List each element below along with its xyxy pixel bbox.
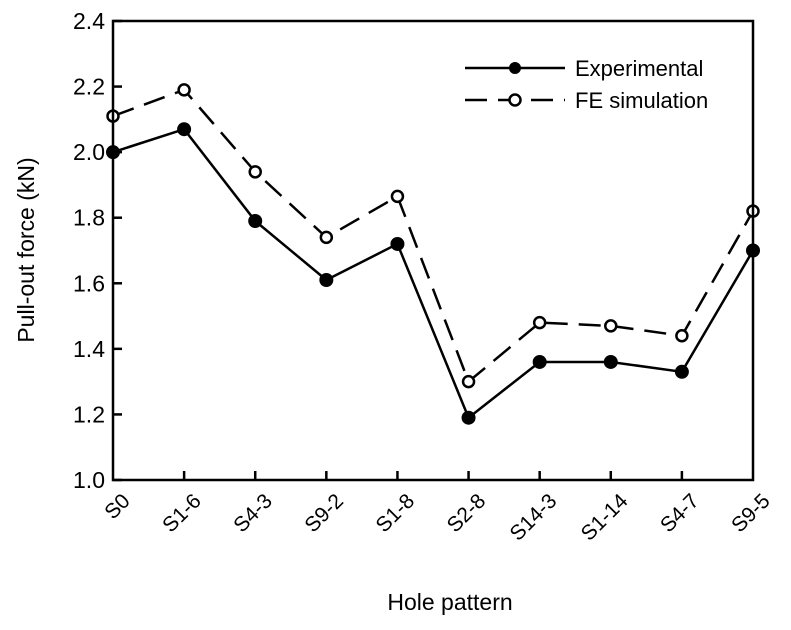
- experimental-point: [461, 410, 476, 425]
- y-tick-label: 2.2: [73, 74, 105, 100]
- experimental-point: [603, 354, 618, 369]
- x-tick-label: S1-14: [577, 489, 633, 545]
- legend-label-fe: FE simulation: [575, 88, 708, 113]
- x-tick-label: S9-5: [727, 489, 775, 537]
- legend: Experimental FE simulation: [465, 56, 708, 113]
- y-tick-label: 1.6: [73, 270, 105, 296]
- y-tick-label: 1.8: [73, 205, 105, 231]
- fe-simulation-point: [390, 189, 405, 204]
- fe-simulation-point: [675, 328, 689, 343]
- x-axis-label: Hole pattern: [387, 589, 512, 615]
- fe-simulation-point: [604, 319, 618, 333]
- y-tick-label: 1.0: [73, 467, 105, 493]
- experimental-point: [248, 213, 263, 228]
- fe-simulation-point: [461, 374, 476, 389]
- x-tick-label: S0: [100, 489, 134, 523]
- x-tick-label: S4-3: [229, 489, 277, 537]
- series-line-experimental: [112, 127, 755, 420]
- x-tick-label: S4-7: [656, 489, 704, 537]
- plot-frame: [111, 19, 755, 482]
- y-tick-label: 2.0: [73, 139, 105, 165]
- experimental-point: [390, 236, 405, 251]
- fe-simulation-point: [177, 83, 191, 97]
- x-tick-label: S9-2: [300, 489, 348, 537]
- x-tick-label: S1-8: [372, 489, 420, 537]
- fe-simulation-point: [319, 230, 334, 245]
- legend-marker-experimental: [509, 62, 521, 74]
- x-tick-label: S1-6: [158, 489, 206, 537]
- y-tick-label: 1.4: [73, 336, 105, 362]
- experimental-point: [177, 122, 192, 137]
- y-axis-ticks: 1.0 1.2 1.4 1.6 1.8 2.0 2.2 2.4: [73, 8, 122, 493]
- x-axis-ticks: S0 S1-6 S4-3 S9-2 S1-8 S2-8 S14-3 S1-14 S4-7 S9-5: [100, 471, 775, 545]
- legend-marker-fe: [508, 93, 522, 107]
- experimental-point: [674, 364, 689, 379]
- series-line-fe-simulation: [112, 88, 755, 384]
- y-axis-label: Pull-out force (kN): [13, 157, 39, 342]
- y-tick-label: 1.2: [73, 401, 105, 427]
- x-tick-label: S14-3: [505, 489, 561, 545]
- y-tick-label: 2.4: [73, 8, 105, 34]
- series-layer: [106, 83, 760, 425]
- experimental-point: [319, 273, 334, 288]
- x-tick-label: S2-8: [443, 489, 491, 537]
- legend-label-experimental: Experimental: [575, 56, 703, 81]
- experimental-point: [532, 354, 547, 369]
- fe-simulation-point: [532, 315, 547, 330]
- fe-simulation-point: [248, 165, 262, 179]
